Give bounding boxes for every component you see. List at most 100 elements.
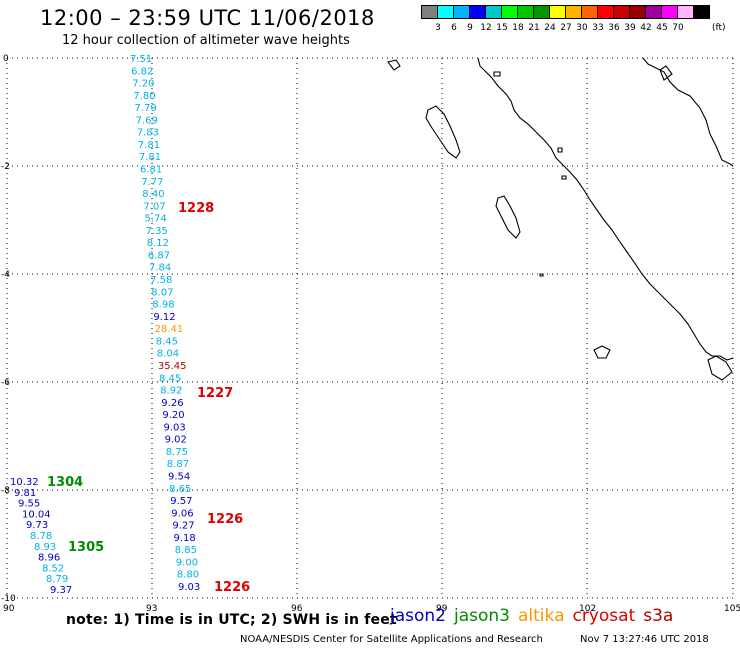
longitude-labels: 90 93 96 99 102 105 <box>3 604 740 614</box>
wave-height-value: 9.55 <box>18 499 40 510</box>
color-scale-label: 27 <box>560 23 572 33</box>
wave-height-value: 9.03 <box>164 422 186 433</box>
wave-height-value: 8.78 <box>30 531 52 542</box>
graticule <box>6 57 734 599</box>
lat-label: -10 <box>1 594 16 604</box>
color-swatches <box>421 5 710 19</box>
legend-unit: (ft) <box>712 23 726 33</box>
wave-height-value: 9.02 <box>165 435 187 446</box>
wave-height-value: 9.00 <box>176 557 198 568</box>
lat-label: -4 <box>1 270 10 280</box>
pass-time-label: 1305 <box>68 540 104 555</box>
small-islands-east <box>707 355 733 381</box>
altimeter-track-a: 7.516.827.207.807.797.697.837.817.816.81… <box>130 54 200 593</box>
wave-height-value: 7.84 <box>149 263 171 274</box>
wave-height-value: 5.74 <box>145 214 167 225</box>
wave-height-value: 7.51 <box>130 54 152 65</box>
pass-time-labels: 1228 1227 1226 1226 1304 1305 <box>47 201 250 595</box>
pass-time-label: 1228 <box>178 201 214 216</box>
color-scale-labels: 3 6 9 12 15 18 21 24 27 30 33 36 39 42 45 70 <box>421 23 740 35</box>
lon-label: 96 <box>291 604 303 614</box>
page-title: 12:00 – 23:59 UTC 11/06/2018 <box>40 6 375 30</box>
wave-height-value: 8.80 <box>177 570 199 581</box>
color-scale-label: 33 <box>592 23 604 33</box>
wave-height-value: 7.81 <box>138 140 160 151</box>
wave-height-value: 8.07 <box>151 287 173 298</box>
sumatra-coast <box>477 57 734 361</box>
wave-height-value: 9.54 <box>168 472 190 483</box>
latitude-labels: 0 -2 -4 -6 -8 -10 <box>1 54 16 604</box>
color-scale-label: 42 <box>640 23 652 33</box>
wave-height-value: 7.79 <box>135 103 157 114</box>
wave-height-value: 35.45 <box>158 361 187 372</box>
wave-height-value: 10.04 <box>22 509 51 520</box>
satellite-jason3: jason3 <box>454 606 510 626</box>
wave-height-value: 9.18 <box>174 533 196 544</box>
satellite-altika: altika <box>518 606 565 626</box>
wave-height-value: 8.75 <box>166 447 188 458</box>
color-scale-label: 18 <box>512 23 524 33</box>
color-scale-label: 36 <box>608 23 620 33</box>
wave-height-value: 6.81 <box>140 165 162 176</box>
wave-height-value: 6.82 <box>131 66 153 77</box>
satellite-legend: jason2 jason3 altika cryosat s3a <box>390 606 681 626</box>
wave-height-value: 6.87 <box>148 251 170 262</box>
color-scale-label: 12 <box>480 23 492 33</box>
lat-label: -6 <box>1 378 10 388</box>
siberut-island <box>495 195 521 239</box>
enggano-island <box>593 345 611 359</box>
wave-height-value: 7.80 <box>133 91 155 102</box>
wave-height-value: 7.81 <box>139 152 161 163</box>
wave-height-value: 8.45 <box>159 373 181 384</box>
pass-time-label: 1227 <box>197 386 233 401</box>
islet-2 <box>557 147 563 153</box>
pass-time-label: 1226 <box>214 580 250 595</box>
wave-height-value: 7.69 <box>136 115 158 126</box>
altimeter-track-b: 10.329.819.5510.049.738.788.938.968.528.… <box>10 477 72 596</box>
generation-timestamp: Nov 7 13:27:46 UTC 2018 <box>580 634 709 645</box>
wave-height-value: 7.83 <box>137 128 159 139</box>
wave-height-value: 9.27 <box>172 521 194 532</box>
lon-label: 93 <box>146 604 157 614</box>
wave-height-value: 7.77 <box>141 177 163 188</box>
color-scale-legend: 3 6 9 12 15 18 21 24 27 30 33 36 39 42 45 70 (ft) <box>421 5 726 33</box>
credit-line: NOAA/NESDIS Center for Satellite Applica… <box>240 634 543 645</box>
wave-height-value: 8.12 <box>147 238 169 249</box>
color-scale-label: 45 <box>656 23 668 33</box>
pass-time-label: 1226 <box>207 512 243 527</box>
nias-island <box>425 105 461 159</box>
wave-height-value: 8.65 <box>169 484 191 495</box>
wave-height-value: 9.37 <box>50 585 72 596</box>
color-scale-label: 30 <box>576 23 588 33</box>
wave-height-value: 8.52 <box>42 563 64 574</box>
lon-label: 99 <box>436 604 448 614</box>
lat-label: 0 <box>3 54 9 64</box>
simeulue-island <box>387 59 401 71</box>
color-scale-label: 24 <box>544 23 556 33</box>
islet-5 <box>659 65 673 81</box>
color-scale-label: 15 <box>496 23 508 33</box>
wave-height-value: 9.12 <box>153 312 175 323</box>
color-scale-label: 70 <box>672 23 684 33</box>
wave-height-value: 28.41 <box>155 324 184 335</box>
color-scale-label: 21 <box>528 23 540 33</box>
wave-height-value: 8.45 <box>156 336 178 347</box>
wave-height-value: 8.40 <box>142 189 164 200</box>
color-swatch <box>693 5 710 19</box>
wave-height-value: 8.85 <box>175 545 197 556</box>
wave-height-value: 7.20 <box>132 79 154 90</box>
color-scale-label: 9 <box>467 23 473 33</box>
lat-label: -2 <box>1 162 10 172</box>
islet-4 <box>539 273 544 277</box>
wave-height-value: 7.35 <box>146 226 168 237</box>
wave-height-value: 9.73 <box>26 520 48 531</box>
color-scale-label: 3 <box>435 23 441 33</box>
satellite-s3a: s3a <box>643 606 674 626</box>
wave-height-value: 8.92 <box>160 386 182 397</box>
lon-label: 105 <box>724 604 740 614</box>
pass-time-label: 1304 <box>47 475 83 490</box>
wave-height-value: 8.87 <box>167 459 189 470</box>
wave-height-value: 9.03 <box>178 582 200 593</box>
lat-label: -8 <box>1 486 10 496</box>
